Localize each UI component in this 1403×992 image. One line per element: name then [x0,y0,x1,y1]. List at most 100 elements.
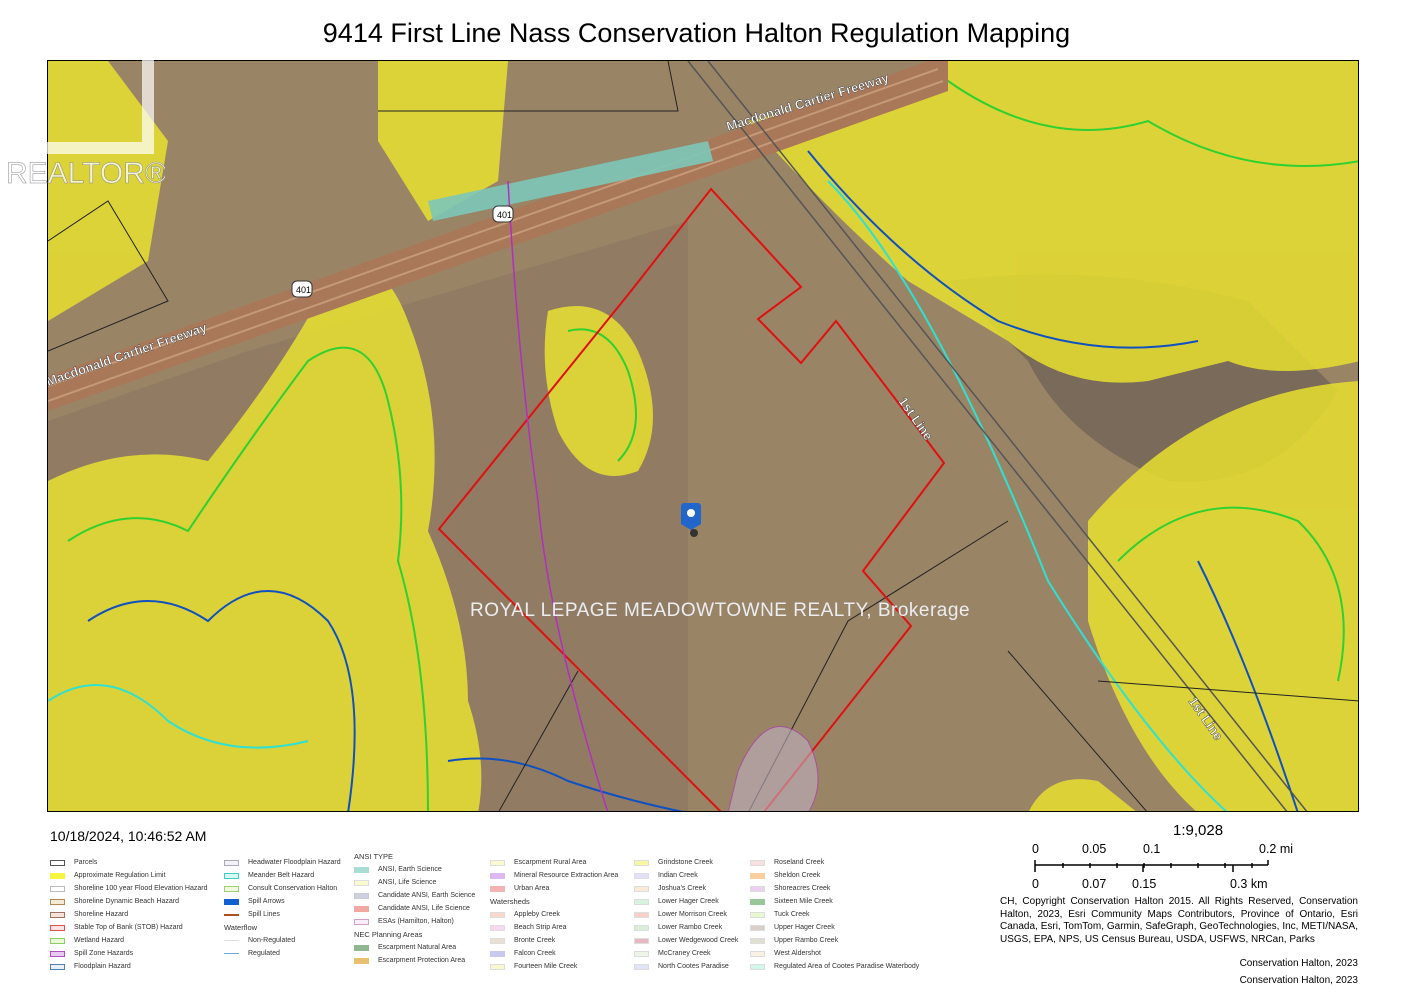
legend-swatch [50,911,65,918]
legend-label: Spill Zone Hazards [74,950,134,957]
legend-swatch [50,950,65,957]
legend-swatch [354,866,369,873]
legend-swatch [750,898,765,905]
legend-swatch [490,859,505,866]
legend-item: Mineral Resource Extraction Area [490,869,618,882]
svg-text:401: 401 [296,285,311,295]
legend-item: Escarpment Protection Area [354,954,475,967]
legend-label: Parcels [74,859,98,866]
legend-swatch [750,924,765,931]
legend-header: NEC Planning Areas [354,930,423,939]
legend-label: West Aldershot [774,950,821,957]
legend-swatch [50,924,65,931]
legend-item: Sheldon Creek [750,869,919,882]
legend-item: Shoreline Dynamic Beach Hazard [50,895,207,908]
legend-swatch [354,905,369,912]
legend-item: Spill Zone Hazards [50,947,207,960]
legend-label: Sheldon Creek [774,872,821,879]
legend-item: Upper Rambo Creek [750,934,919,947]
legend-item: Meander Belt Hazard [224,869,341,882]
legend-swatch [634,911,649,918]
svg-text:401: 401 [497,210,512,220]
legend-label: Regulated [248,950,280,957]
legend-swatch [354,879,369,886]
legend-swatch [50,963,65,970]
legend-item: Lower Morrison Creek [634,908,738,921]
legend-label: Falcon Creek [514,950,556,957]
legend-item: Headwater Floodplain Hazard [224,856,341,869]
print-timestamp: 10/18/2024, 10:46:52 AM [50,828,207,844]
legend-col-2: Headwater Floodplain Hazard Meander Belt … [224,856,341,960]
legend-header: ANSI TYPE [354,852,394,861]
legend-item: ANSI, Earth Science [354,863,475,876]
mi-tick: 0.2 mi [1259,842,1294,856]
legend-swatch [490,911,505,918]
legend-swatch [224,913,239,916]
legend-swatch [354,944,369,951]
legend-label: Appleby Creek [514,911,560,918]
legend-swatch [634,872,649,879]
subject-parcel-outline[interactable] [437,187,946,812]
legend-label: Beach Strip Area [514,924,567,931]
watermark: ROYAL LEPAGE MEADOWTOWNE REALTY, Brokera… [470,600,971,621]
legend-col-6: Roseland Creek Sheldon Creek Shoreacres Cr… [750,856,919,973]
legend-item: Approximate Regulation Limit [50,869,207,882]
legend-label: Spill Arrows [248,898,285,905]
legend-swatch [50,885,65,892]
legend-swatch [354,957,369,964]
legend-label: Lower Rambo Creek [658,924,723,931]
location-pin[interactable] [681,503,701,537]
legend-swatch [224,872,239,879]
legend-label: Candidate ANSI, Life Science [378,905,470,912]
map-credits: CH, Copyright Conservation Halton 2015. … [1000,896,1358,945]
spill-zone-area [727,725,819,811]
mi-tick: 0 [1032,842,1039,856]
legend-label: ANSI, Earth Science [378,866,442,873]
highway-shield-icon: 401 [492,205,514,223]
legend-label: Candidate ANSI, Earth Science [378,892,476,899]
spill-zone-line [507,180,609,811]
legend-label: Bronte Creek [514,937,556,944]
highway [48,61,948,411]
legend-label: Roseland Creek [774,859,825,866]
legend-swatch [50,859,65,866]
legend-item: Spill Lines [224,908,341,921]
legend-label: Shoreacres Creek [774,885,831,892]
legend-swatch [224,953,239,954]
legend-label: Lower Morrison Creek [658,911,727,918]
legend-item: Beach Strip Area [490,921,618,934]
legend-item: Regulated Area of Cootes Paradise Waterb… [750,960,919,973]
legend-item: Candidate ANSI, Earth Science [354,889,475,902]
svg-text:REALTOR®: REALTOR® [6,157,165,190]
legend-label: Non-Regulated [248,937,296,944]
legend-label: Spill Lines [248,911,280,918]
legend-label: Upper Hager Creek [774,924,835,931]
legend-label: Tuck Creek [774,911,810,918]
legend-label: Joshua's Creek [658,885,707,892]
legend-item: Bronte Creek [490,934,618,947]
km-tick: 0.07 [1082,877,1107,891]
legend-swatch [490,937,505,944]
legend-item: Candidate ANSI, Life Science [354,902,475,915]
legend-swatch [490,924,505,931]
legend-label: Urban Area [514,885,550,892]
legend-label: Lower Hager Creek [658,898,719,905]
legend-swatch [750,859,765,866]
legend-swatch [634,924,649,931]
legend-col-5: Grindstone Creek Indian Creek Joshua's Cre… [634,856,738,973]
legend-item: Sixteen Mile Creek [750,895,919,908]
legend-label: Consult Conservation Halton [248,885,338,892]
legend-swatch [750,963,765,970]
map-view[interactable]: Macdonald Cartier Freeway Macdonald Cart… [47,60,1359,812]
legend-label: Headwater Floodplain Hazard [248,859,341,866]
km-tick: 0.3 km [1230,877,1268,891]
legend-swatch [634,885,649,892]
legend-item: Shoreacres Creek [750,882,919,895]
legend-item: Parcels [50,856,207,869]
legend-swatch [634,937,649,944]
mi-tick: 0.1 [1143,842,1161,856]
legend-item: Lower Rambo Creek [634,921,738,934]
legend-swatch [490,963,505,970]
legend-label: Sixteen Mile Creek [774,898,833,905]
legend-label: Fourteen Mile Creek [514,963,578,970]
